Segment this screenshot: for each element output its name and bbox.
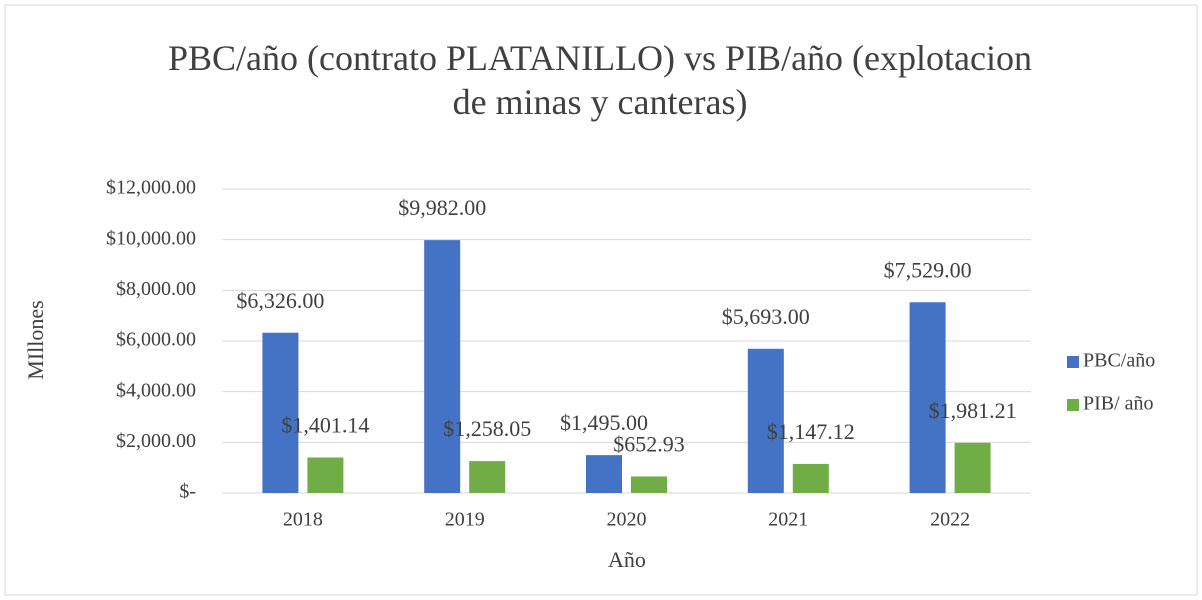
data-label: $1,147.12 (767, 419, 855, 444)
chart-border (4, 4, 1198, 596)
data-label: $1,495.00 (560, 410, 648, 435)
y-tick-label: $4,000.00 (116, 379, 196, 401)
legend-label: PBC/año (1083, 350, 1155, 372)
bar (262, 332, 299, 493)
x-tick-label: 2020 (607, 509, 647, 531)
y-tick-label: $10,000.00 (106, 227, 196, 249)
bar (792, 463, 829, 493)
bar (954, 442, 991, 493)
data-label: $1,401.14 (281, 413, 369, 438)
y-axis-label: MIllones (23, 300, 48, 379)
y-tick-label: $6,000.00 (116, 329, 196, 351)
data-label: $7,529.00 (884, 257, 972, 282)
y-tick-label: $8,000.00 (116, 278, 196, 300)
chart-title: PBC/año (contrato PLATANILLO) vs PIB/año… (168, 38, 1032, 122)
y-tick-label: $- (179, 481, 196, 503)
bar (424, 240, 461, 493)
bar (747, 348, 784, 493)
legend-swatch (1067, 356, 1079, 368)
bar (469, 461, 506, 493)
data-label: $9,982.00 (398, 195, 486, 220)
y-tick-label: $2,000.00 (116, 430, 196, 452)
y-tick-label: $12,000.00 (106, 177, 196, 199)
bar (909, 302, 946, 493)
data-label: $1,258.05 (443, 416, 531, 441)
x-tick-label: 2018 (283, 509, 323, 531)
legend-swatch (1067, 399, 1079, 411)
x-tick-label: 2019 (445, 509, 485, 531)
bar (631, 476, 667, 493)
x-tick-label: 2021 (768, 509, 808, 531)
bar (307, 457, 344, 493)
x-tick-label: 2022 (930, 509, 970, 531)
data-label: $6,326.00 (236, 288, 324, 313)
data-label: $1,981.21 (929, 398, 1017, 423)
data-label: $5,693.00 (722, 304, 810, 329)
legend-label: PIB/ año (1083, 393, 1154, 415)
x-axis-label: Año (608, 547, 646, 572)
data-label: $652.93 (613, 432, 685, 457)
bar (586, 455, 622, 493)
